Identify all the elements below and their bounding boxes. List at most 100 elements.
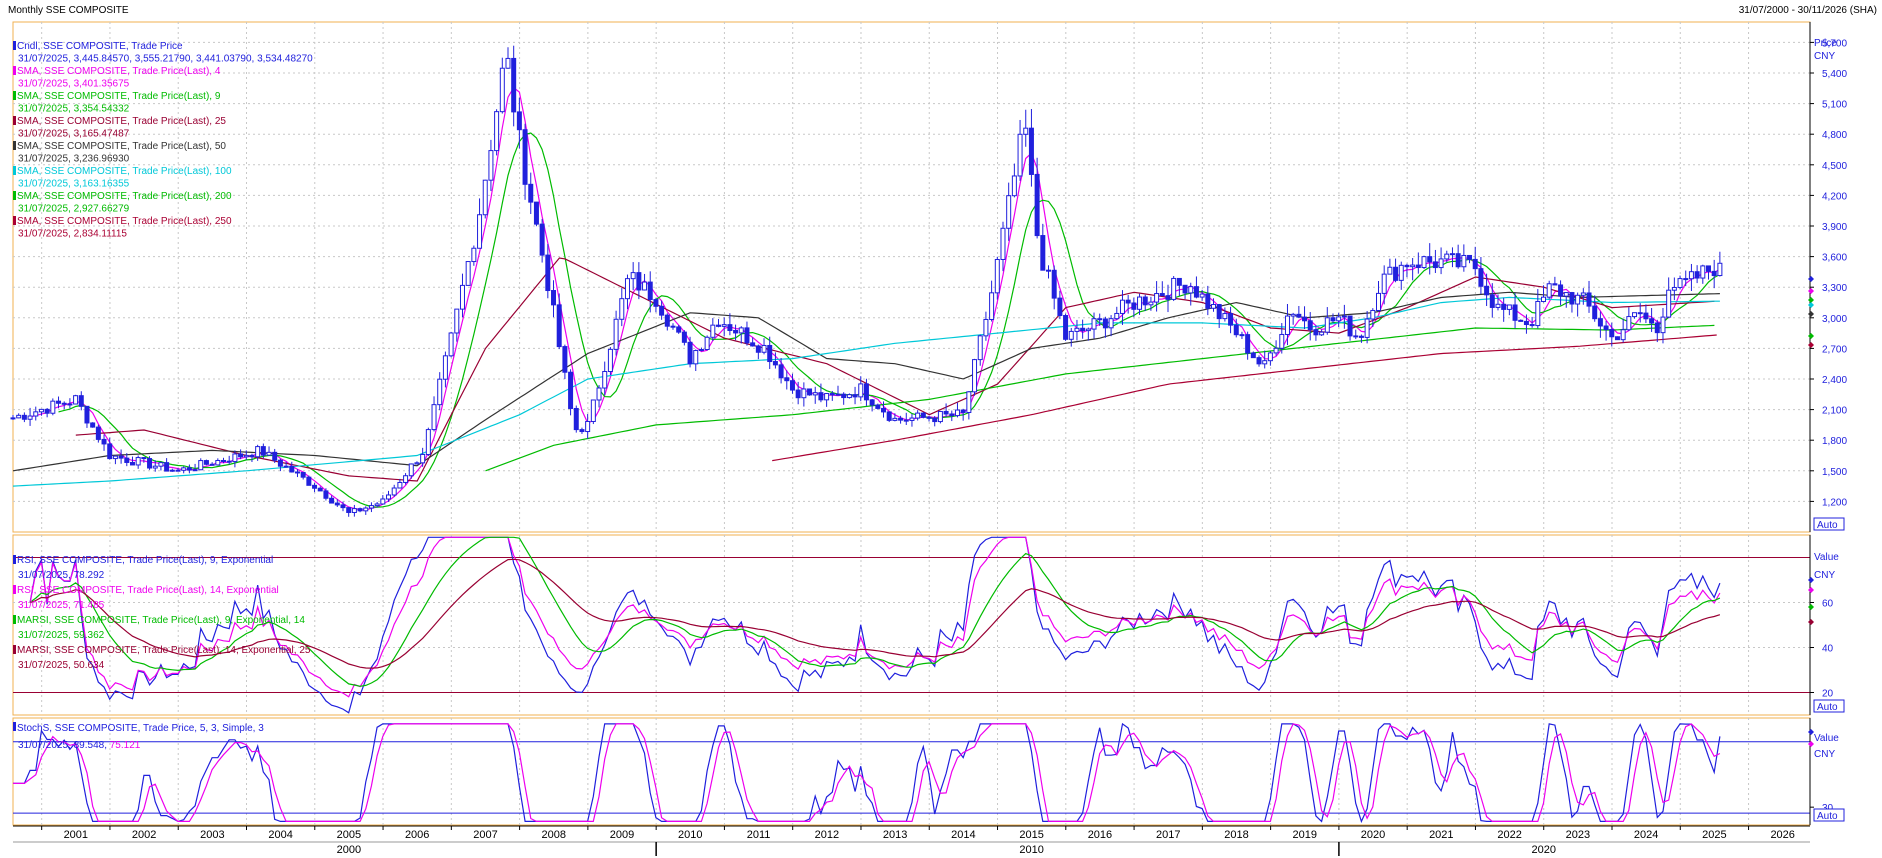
price-tick-label: 4,500 <box>1822 161 1847 172</box>
candle-body <box>465 261 471 286</box>
candle-body <box>505 57 511 69</box>
candle-body <box>272 451 278 461</box>
candle-body <box>1540 296 1546 302</box>
candle-body <box>1302 316 1308 322</box>
rsi-tick-label: 60 <box>1822 599 1834 610</box>
candle-body <box>243 454 249 458</box>
price-tick-label: 1,500 <box>1822 467 1847 478</box>
last-value-marker <box>1808 297 1814 303</box>
candle-body <box>1239 334 1245 337</box>
candle-body <box>488 150 494 181</box>
candle-body <box>511 57 517 113</box>
candle-body <box>516 111 522 131</box>
price-tick-label: 5,100 <box>1822 100 1847 111</box>
candle-body <box>1211 304 1217 309</box>
candle-body <box>596 387 602 401</box>
candle-body <box>334 502 340 506</box>
price-legend: Cndl, SSE COMPOSITE, Trade Price 31/07/20… <box>13 41 313 240</box>
x-tick-label: 2007 <box>473 829 497 841</box>
candle-body <box>1529 324 1535 327</box>
candle-body <box>1108 318 1114 329</box>
candle-body <box>812 392 818 396</box>
candle-body <box>994 258 1000 294</box>
candle-body <box>761 344 767 353</box>
candle-body <box>1330 317 1336 322</box>
candle-body <box>84 405 90 424</box>
candle-body <box>215 459 221 466</box>
candle-body <box>1057 297 1063 317</box>
candle-body <box>1228 313 1234 326</box>
candle-body <box>568 371 574 409</box>
stochastic-y-axis: ValueCNY30Auto <box>1809 718 1845 825</box>
candle-body <box>1154 293 1160 303</box>
candle-body <box>1193 286 1199 298</box>
rsi-pane[interactable]: Value CNY 20 40 60 Auto RSI, SSE COMPOSITE, T… <box>12 534 1845 716</box>
candle-body <box>386 494 392 500</box>
x-tick-label: 2011 <box>747 829 771 841</box>
price-pane[interactable]: Price CNY 1,200 1,500 1,800 2,100 2,400 2,700 3,… <box>10 21 1847 533</box>
candle-body <box>482 179 488 216</box>
candle-body <box>181 467 187 471</box>
candle-body <box>681 331 687 343</box>
stochastic-pane[interactable]: ValueCNY30Auto StochS, SSE COMPOSITE, Tr… <box>12 717 1845 826</box>
candle-body <box>949 413 955 417</box>
candle-body <box>863 383 869 401</box>
legend-swatch <box>13 615 16 624</box>
candle-body <box>33 411 39 417</box>
candle-body <box>1506 304 1512 310</box>
candle-body <box>1051 269 1057 299</box>
candle-body <box>21 414 27 420</box>
candle-body <box>283 465 289 468</box>
candle-body <box>801 388 807 399</box>
price-tick-label: 3,900 <box>1822 222 1847 233</box>
candle-body <box>653 299 659 307</box>
candle-body <box>1387 266 1393 275</box>
candle-body <box>1705 265 1711 272</box>
candle-body <box>1284 315 1290 335</box>
marsi-9-line <box>29 536 1721 687</box>
candle-body <box>1182 284 1188 294</box>
candle-body <box>875 404 881 409</box>
legend-swatch <box>13 191 16 200</box>
legend-series-value: 31/07/2025, 2,834.11115 <box>18 229 127 240</box>
candle-body <box>1006 195 1012 229</box>
candle-body <box>1558 284 1564 297</box>
sma250-line <box>772 334 1717 462</box>
candle-body <box>95 426 101 440</box>
candle-body <box>459 284 465 310</box>
candle-body <box>1501 303 1507 310</box>
last-value-marker <box>1808 288 1814 294</box>
x-tick-label: 2025 <box>1702 829 1726 841</box>
candle-body <box>1091 318 1097 330</box>
price-y-axis: Price CNY 1,200 1,500 1,800 2,100 2,400 2,700 3,… <box>1809 22 1847 532</box>
candle-body <box>1358 335 1364 338</box>
legend-series-name: MARSI, SSE COMPOSITE, Trade Price(Last),… <box>17 615 305 626</box>
last-value-marker <box>1808 333 1814 339</box>
rsi-tick-label: 40 <box>1822 644 1834 655</box>
legend-series-value: 31/07/2025, 89.548, 75.121 <box>18 740 141 751</box>
candle-body <box>90 422 96 428</box>
candle-body <box>755 345 761 353</box>
x-tick-label: 2010 <box>678 829 702 841</box>
candle-body <box>1677 278 1683 288</box>
x-tick-label: 2014 <box>951 829 975 841</box>
price-tick-label: 4,800 <box>1822 130 1847 141</box>
candle-body <box>50 400 56 414</box>
stochastic-grid <box>13 718 1810 825</box>
last-value-marker <box>1808 619 1814 625</box>
candle-body <box>107 443 113 460</box>
candle-body <box>898 417 904 421</box>
legend-swatch <box>13 116 16 125</box>
candle-body <box>1046 269 1052 272</box>
candle-body <box>1575 294 1581 305</box>
candle-body <box>585 420 591 433</box>
candle-body <box>733 329 739 334</box>
candle-body <box>1119 299 1125 314</box>
candle-body <box>175 469 181 472</box>
price-series <box>12 86 1721 511</box>
candle-body <box>306 476 312 486</box>
candle-body <box>664 314 670 327</box>
candle-body <box>1381 273 1387 294</box>
x-tick-label: 2016 <box>1088 829 1112 841</box>
stochastic-series <box>13 722 1721 824</box>
